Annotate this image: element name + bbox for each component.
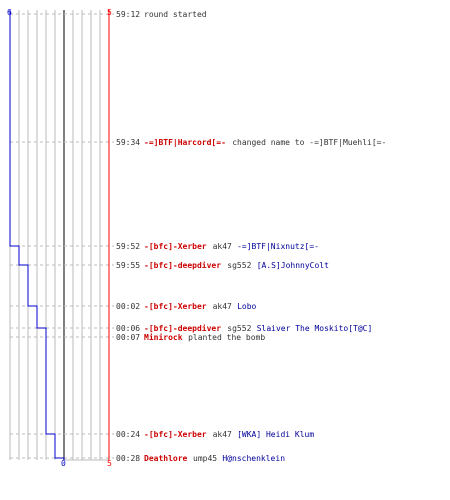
event-time: 00:24 (116, 430, 140, 439)
event-time: 59:12 (116, 10, 140, 19)
event-time: 59:34 (116, 138, 140, 147)
event-connector-lines (10, 13, 114, 459)
event-target: H@nschenklein (222, 454, 285, 463)
event-weapon: ak47 (213, 430, 232, 439)
axis-labels: 6 5 0 5 (7, 8, 112, 468)
event-time: 59:55 (116, 261, 140, 270)
event-weapon: ak47 (213, 302, 232, 311)
event-actor: -[bfc]-deepdiver (144, 260, 221, 270)
event-actor: -=]BTF|Harcord[=- (144, 138, 226, 147)
event-weapon: ump45 (193, 454, 217, 463)
event-time: 59:52 (116, 242, 140, 251)
event-actor: -[bfc]-Xerber (144, 302, 207, 311)
event-target: Lobo (237, 302, 256, 311)
event-actor: Deathlore (144, 454, 188, 463)
event-actor: -[bfc]-Xerber (144, 430, 207, 439)
event-weapon: sg552 (227, 324, 251, 333)
red-end-label: 5 (107, 459, 112, 468)
event-weapon: ak47 (213, 242, 232, 251)
event-action: round started (144, 10, 207, 19)
grid-lines (9, 10, 110, 461)
event-target: [WKA] Heidi Klum (237, 430, 314, 439)
event-actor: -[bfc]-Xerber (144, 242, 207, 251)
red-start-label: 5 (107, 8, 112, 17)
event-time: 00:28 (116, 454, 140, 463)
event-log: 59:12 round started 59:34 -=]BTF|Harcord[=-… (116, 10, 386, 463)
event-time: 00:06 (116, 324, 140, 333)
event-target: Slaiver The Moskito[T@C] (257, 324, 373, 333)
event-target: -=]BTF|Nixnutz[=- (237, 242, 319, 251)
event-actor: Minirock (144, 332, 183, 342)
series-lines (9, 10, 110, 460)
event-time: 00:07 (116, 333, 140, 342)
blue-start-label: 6 (7, 8, 12, 17)
event-weapon: sg552 (227, 261, 251, 270)
blue-team-alive-line (9, 10, 65, 460)
blue-end-label: 0 (61, 459, 66, 468)
event-target: [A.S]JohnnyColt (257, 261, 329, 270)
event-action: changed name to -=]BTF|Muehli[=- (232, 138, 386, 147)
event-action: planted the bomb (188, 333, 265, 342)
event-time: 00:02 (116, 302, 140, 311)
event-actor: -[bfc]-deepdiver (144, 323, 221, 333)
